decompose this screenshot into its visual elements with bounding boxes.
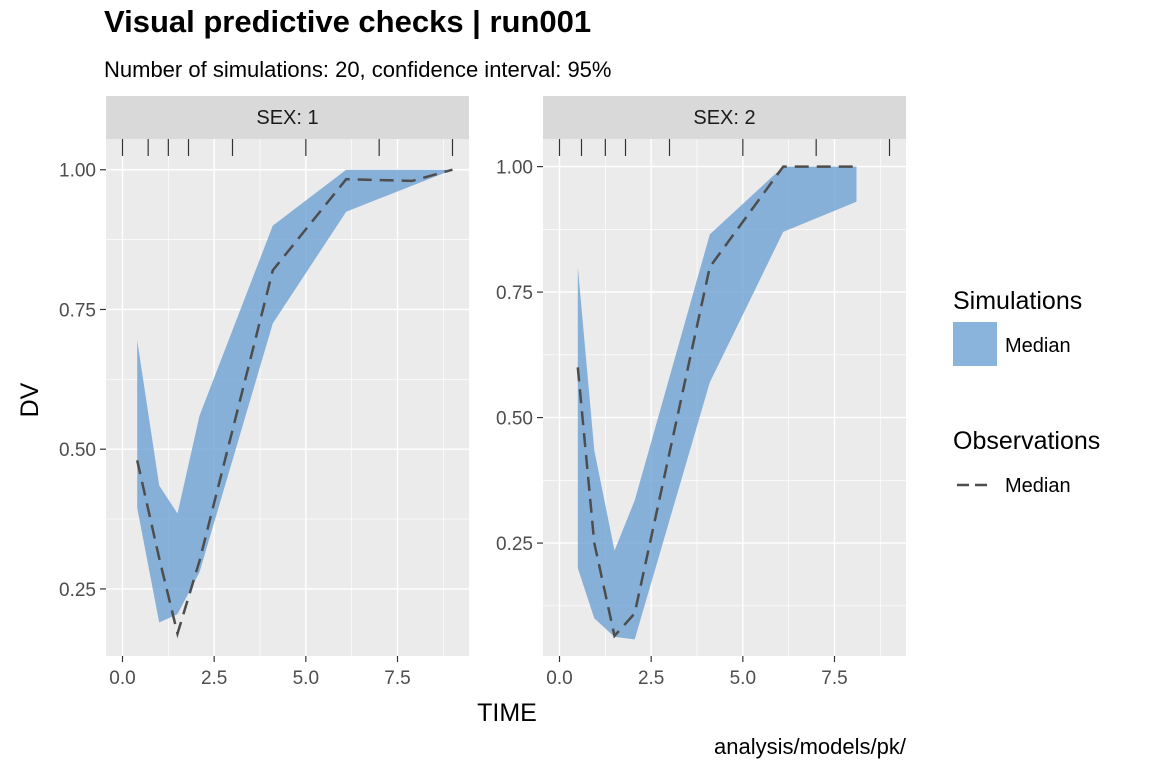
legend: Simulations Median Observations Median [953,287,1100,497]
y-tick-label: 0.50 [59,440,96,461]
chart-title: Visual predictive checks | run001 [104,4,591,39]
x-axis-title: TIME [477,699,537,727]
x-tick-label: 5.0 [730,668,756,689]
obs-median-line [576,165,857,639]
sim-median-ribbon [577,166,857,640]
chart-subtitle: Number of simulations: 20, confidence in… [104,57,611,82]
facet-strip-label: SEX: 1 [256,107,318,129]
legend-key-simulations [953,322,997,366]
y-tick-label: 0.75 [496,283,533,304]
sim-median-ribbon [137,169,453,623]
x-tick-label: 2.5 [201,668,227,689]
y-tick-label: 0.50 [496,409,533,430]
x-tick-label: 5.0 [293,668,319,689]
y-tick-label: 0.25 [496,534,533,555]
facet-strip [543,96,906,139]
legend-label-simulations: Median [1005,335,1071,357]
legend-title-observations: Observations [953,427,1100,455]
caption: analysis/models/pk/ [714,734,907,759]
x-tick-label: 7.5 [384,668,410,689]
obs-median-line [135,168,453,639]
facet-panel-2: SEX: 2 0.0 2.5 5.0 7.5 0.25 0.50 0.75 1.00 [496,96,906,689]
y-tick-label: 1.00 [496,158,533,179]
x-tick-label: 2.5 [638,668,664,689]
x-tick-label: 0.0 [109,668,135,689]
x-tick-label: 7.5 [821,668,847,689]
y-tick-label: 1.00 [59,161,96,182]
legend-title-simulations: Simulations [953,287,1082,315]
y-axis-title: DV [16,382,44,417]
y-tick-label: 0.75 [59,300,96,321]
y-tick-label: 0.25 [59,580,96,601]
x-tick-label: 0.0 [546,668,572,689]
facet-panel-1: SEX: 1 0.0 2.5 5.0 7.5 0.25 0.50 0.75 1.00 [59,96,469,689]
facet-strip [106,96,469,139]
legend-label-observations: Median [1005,475,1071,497]
facet-strip-label: SEX: 2 [693,107,755,129]
